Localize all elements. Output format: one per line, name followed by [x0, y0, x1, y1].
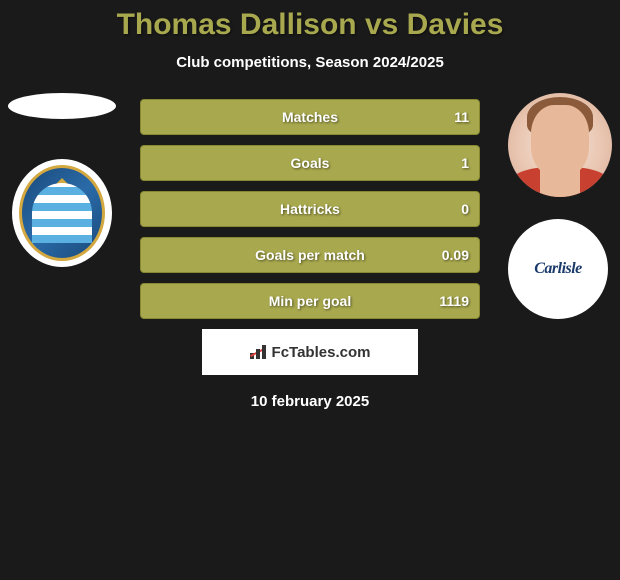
player-right-column: Carlisle [508, 93, 612, 319]
player-left-column [8, 93, 116, 267]
club-right-name: Carlisle [534, 260, 582, 278]
comparison-date: 10 february 2025 [0, 393, 620, 410]
content-area: Carlisle Matches 11 Goals 1 Hattricks 0 … [0, 99, 620, 410]
comparison-subtitle: Club competitions, Season 2024/2025 [0, 54, 620, 71]
player-left-club-logo [12, 159, 112, 267]
stat-value-right: 1119 [439, 293, 469, 309]
player-right-photo [508, 93, 612, 197]
stat-row-goals: Goals 1 [140, 145, 480, 181]
player-left-photo [8, 93, 116, 119]
stat-label: Hattricks [280, 201, 340, 217]
stat-label: Goals [291, 155, 330, 171]
stat-label: Min per goal [269, 293, 351, 309]
stat-label: Matches [282, 109, 338, 125]
stat-value-right: 0 [461, 201, 469, 217]
comparison-title: Thomas Dallison vs Davies [0, 0, 620, 42]
stat-value-right: 1 [461, 155, 469, 171]
watermark: FcTables.com [202, 329, 418, 375]
club-stripes-icon [32, 183, 92, 243]
stat-label: Goals per match [255, 247, 365, 263]
chart-icon [250, 345, 268, 359]
player-right-club-logo: Carlisle [508, 219, 608, 319]
stats-container: Matches 11 Goals 1 Hattricks 0 Goals per… [140, 99, 480, 319]
watermark-text: FcTables.com [272, 344, 371, 361]
stat-row-min-per-goal: Min per goal 1119 [140, 283, 480, 319]
stat-value-right: 11 [454, 109, 469, 125]
stat-row-goals-per-match: Goals per match 0.09 [140, 237, 480, 273]
stat-value-right: 0.09 [442, 247, 469, 263]
stat-row-hattricks: Hattricks 0 [140, 191, 480, 227]
stat-row-matches: Matches 11 [140, 99, 480, 135]
